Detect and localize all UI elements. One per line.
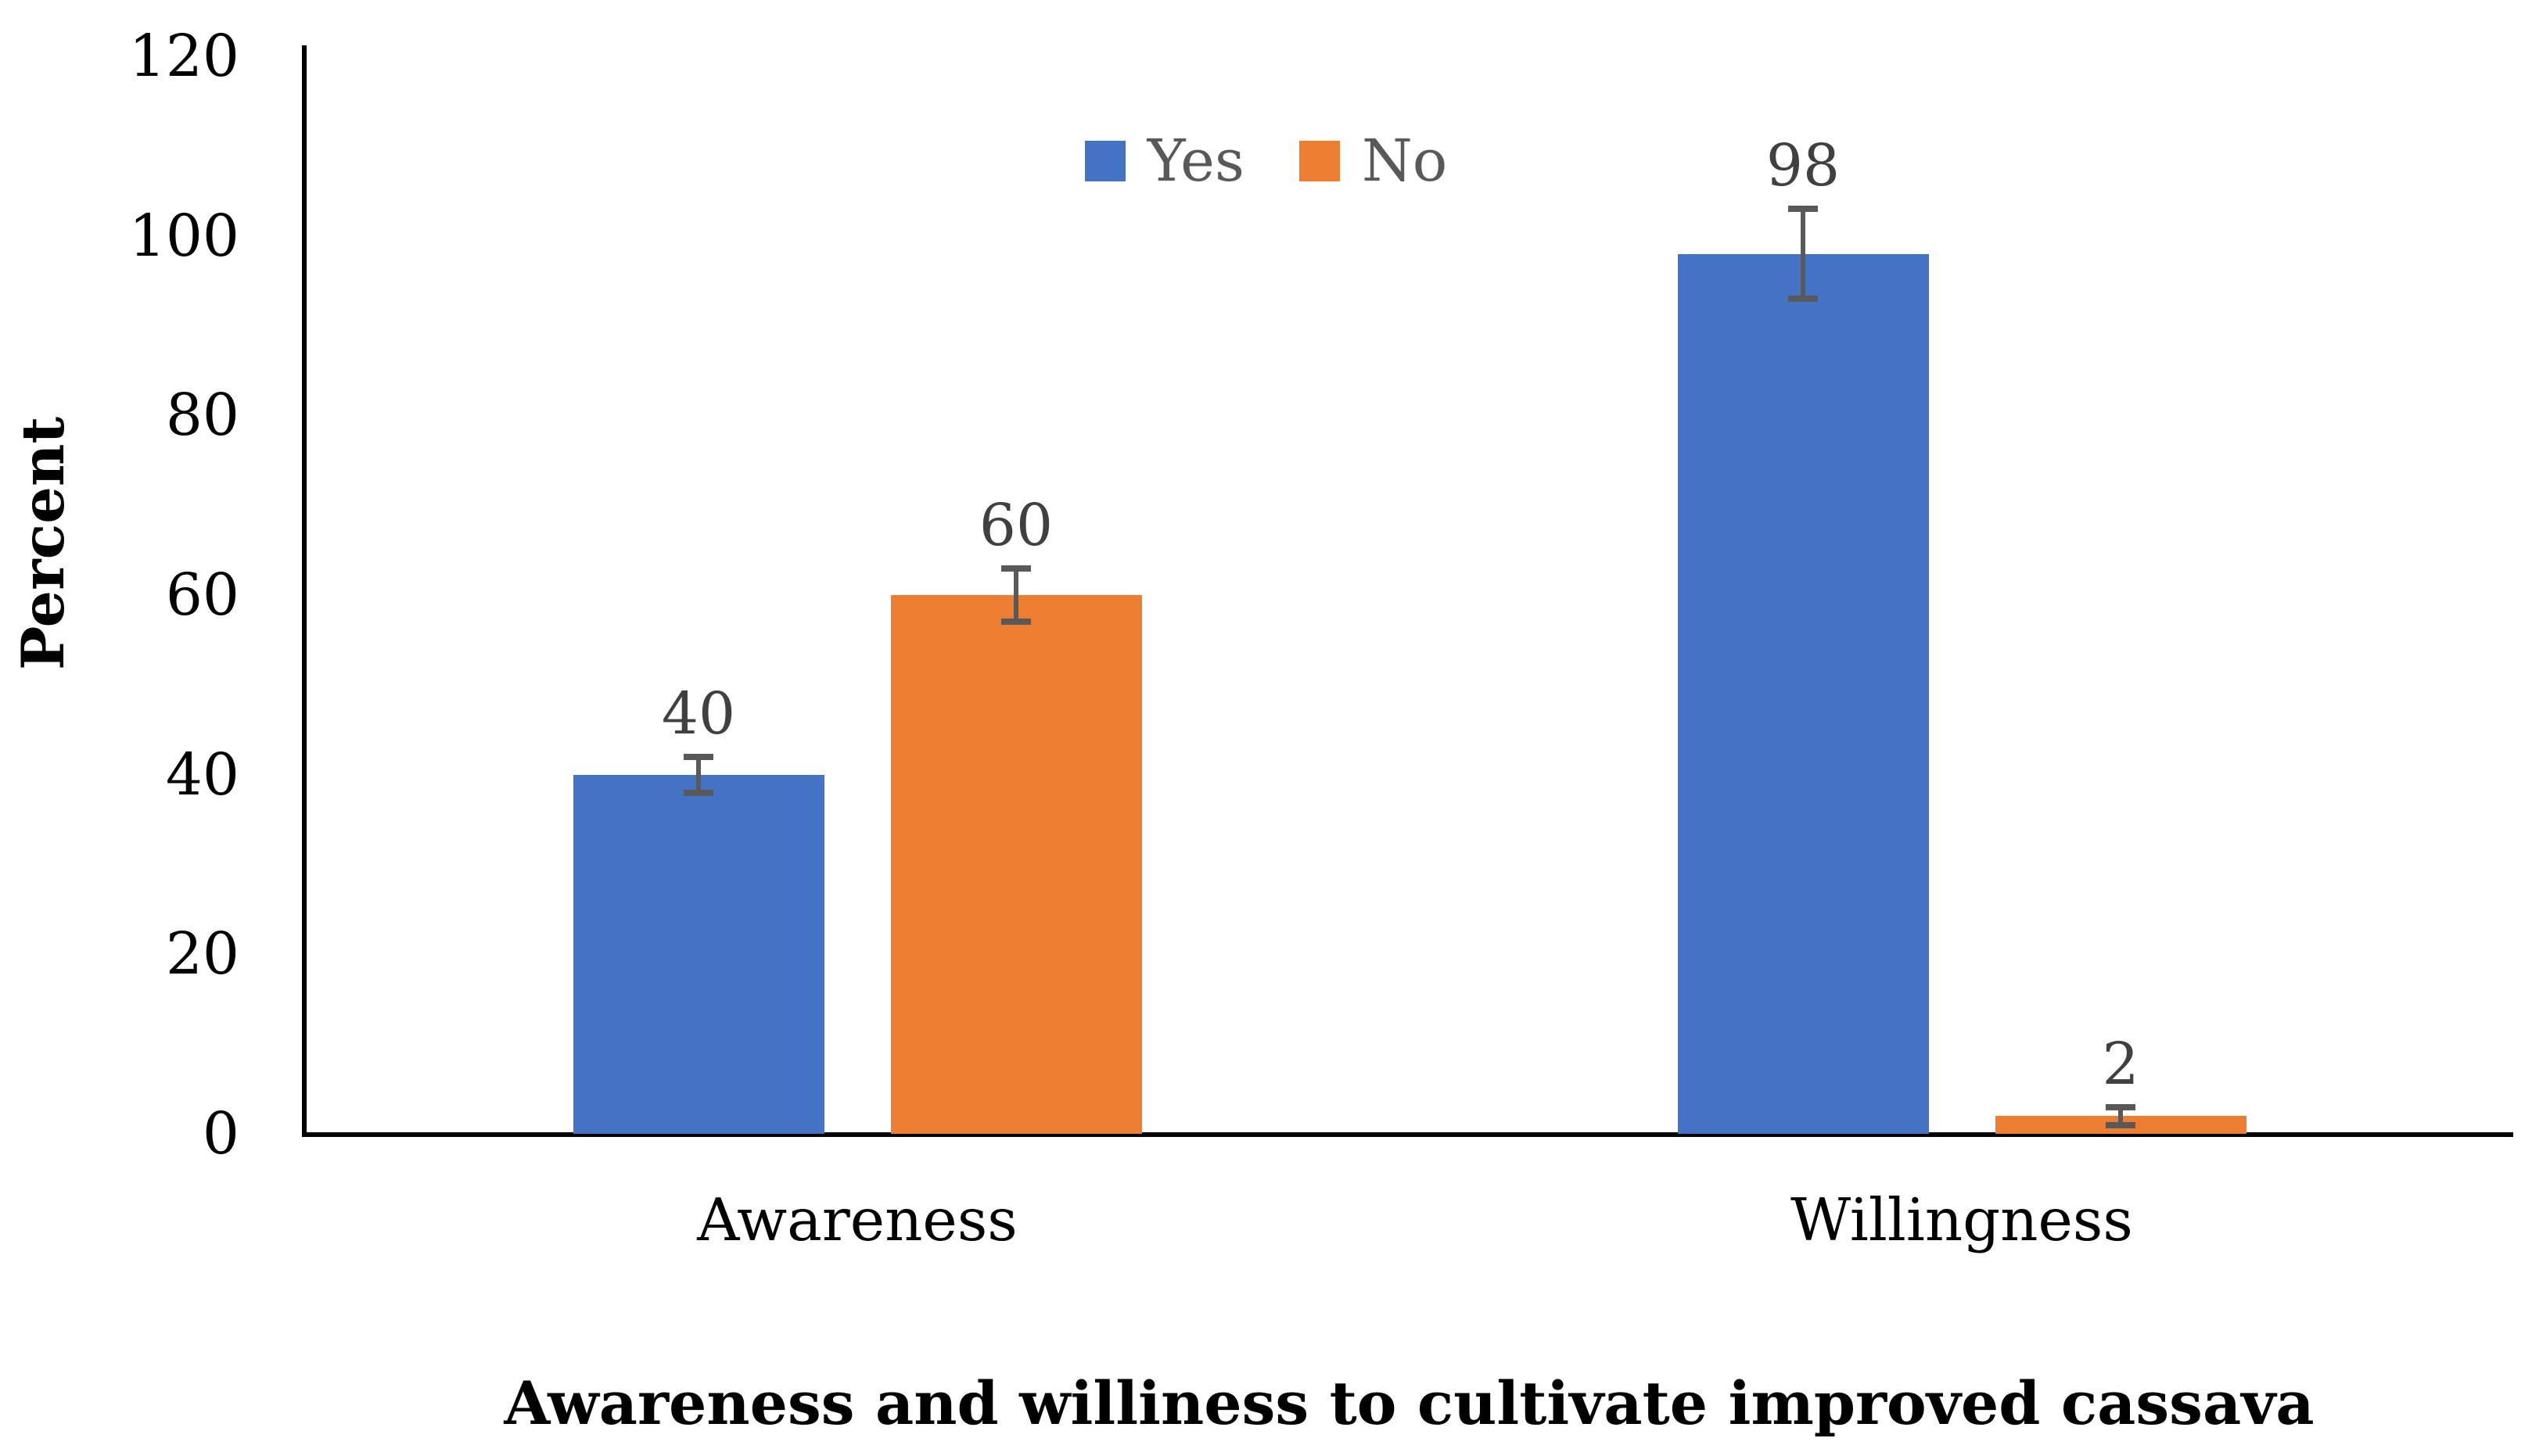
legend-label-yes: Yes [1147, 127, 1244, 195]
error-bar-cap [1001, 619, 1031, 626]
data-label-awareness-no: 60 [979, 491, 1054, 559]
x-axis-line [302, 1132, 2513, 1137]
error-bar-line [2118, 1106, 2123, 1125]
data-label-awareness-yes: 40 [661, 680, 736, 748]
legend-item-no: No [1298, 127, 1448, 195]
y-tick-label: 0 [202, 1100, 239, 1167]
y-axis-ticks: 0 20 40 60 80 100 120 [0, 23, 239, 1167]
error-bar-cap [2106, 1121, 2135, 1128]
y-tick-label: 40 [165, 741, 239, 809]
legend-label-no: No [1361, 127, 1448, 195]
legend-item-yes: Yes [1084, 127, 1244, 195]
bar-awareness-no [890, 595, 1142, 1134]
error-bar-line [696, 756, 701, 793]
error-bar-cap [684, 753, 713, 760]
category-label-willingness: Willingness [1790, 1185, 2133, 1254]
error-bar-cap [1788, 296, 1818, 303]
y-tick-label: 120 [128, 23, 239, 90]
bar-willingness-yes [1677, 253, 1929, 1134]
bar-awareness-yes [573, 774, 824, 1134]
chart-title: Awareness and williness to cultivate imp… [504, 1368, 2315, 1438]
legend: Yes No [0, 125, 2532, 197]
y-tick-label: 60 [165, 561, 239, 629]
error-bar-cap [684, 789, 713, 796]
error-bar-cap [1788, 206, 1818, 213]
plot-area: 40 60 98 2 [305, 56, 2513, 1134]
error-bar-line [1014, 568, 1018, 622]
legend-swatch-no [1298, 141, 1340, 181]
data-label-willingness-no: 2 [2102, 1030, 2139, 1098]
y-tick-label: 20 [165, 920, 239, 988]
y-tick-label: 100 [128, 202, 239, 270]
data-label-willingness-yes: 98 [1765, 132, 1841, 200]
y-tick-label: 80 [165, 382, 239, 450]
legend-swatch-yes [1084, 141, 1126, 181]
y-axis-line [302, 45, 307, 1136]
category-label-awareness: Awareness [697, 1185, 1018, 1254]
error-bar-cap [2106, 1103, 2135, 1110]
error-bar-cap [1001, 565, 1031, 572]
error-bar-line [1801, 209, 1805, 299]
